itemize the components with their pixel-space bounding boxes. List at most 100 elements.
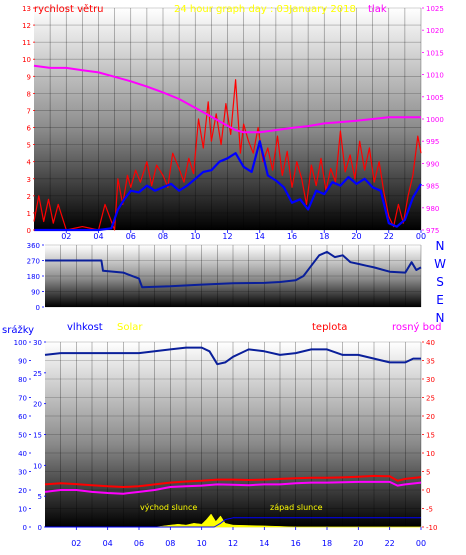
y-tick-left: 6 — [27, 125, 32, 133]
chart-title: 24 hour graph day : 03January 2018 — [174, 4, 356, 15]
y-tick-right: 985 — [426, 183, 439, 191]
x-tick-label: 12 — [222, 232, 232, 241]
y-tick-left: 30 — [18, 469, 27, 477]
y-tick-left: 50 — [18, 432, 27, 440]
y-tick-right: 15 — [426, 432, 435, 440]
y-tick-left: 270 — [27, 258, 40, 266]
compass-label: N — [436, 311, 445, 325]
y-tick-right: 10 — [426, 450, 435, 458]
x-tick-label: 22 — [384, 232, 394, 241]
sunset-annotation: západ slunce — [270, 503, 323, 512]
panel-background — [45, 245, 421, 307]
y-tick-right: -10 — [426, 524, 437, 532]
grid — [45, 244, 422, 308]
x-tick-label: 18 — [322, 539, 332, 548]
y-tick-right: 20 — [426, 413, 435, 421]
y-tick-right: 1020 — [426, 27, 444, 35]
compass-label: N — [436, 239, 445, 253]
right-axis-ticks: -10 -5 0 5 10 15 20 25 30 35 40 — [422, 339, 437, 532]
y-tick-right: 30 — [426, 376, 435, 384]
y-tick-left: 0 — [23, 524, 27, 532]
y-tick-right: -5 — [426, 506, 433, 514]
grid — [45, 341, 422, 528]
y-tick-left: 90 — [31, 289, 40, 297]
y-tick-left: 2 — [27, 193, 31, 201]
mid-axis-ticks: 0 5 10 15 20 25 30 — [33, 339, 46, 532]
rain-axis-label: srážky — [2, 324, 34, 336]
y-tick-right: 995 — [426, 138, 439, 146]
y-tick-left: 90 — [18, 358, 27, 366]
series-layer — [33, 64, 422, 232]
left-axis-ticks: 0 10 20 30 40 50 60 70 80 90 100 — [14, 339, 31, 532]
humidity-axis-label: vlhkost — [67, 322, 103, 333]
series-layer — [44, 346, 422, 528]
y-tick-left: 8 — [27, 90, 31, 98]
y-tick-right: 5 — [426, 469, 430, 477]
y-tick-mid: 20 — [33, 401, 42, 409]
right-axis-label: tlak — [368, 4, 387, 15]
y-tick-left: 1 — [27, 210, 31, 218]
x-tick-label: 20 — [353, 539, 363, 548]
series-rain — [45, 517, 421, 528]
x-tick-label: 02 — [61, 232, 71, 241]
y-tick-right: 1025 — [426, 5, 444, 13]
x-tick-label: 12 — [228, 539, 238, 548]
y-tick-left: 7 — [27, 108, 31, 116]
panel-background — [45, 342, 421, 527]
y-tick-right: 1010 — [426, 72, 444, 80]
y-tick-left: 0 — [27, 227, 31, 235]
panel-background — [34, 8, 421, 230]
x-axis-ticks: 02 04 06 08 10 12 14 16 18 20 22 00 — [61, 230, 426, 241]
series-solar — [45, 513, 421, 528]
x-axis-ticks: 02 04 06 08 10 12 14 16 18 20 22 00 — [71, 527, 426, 548]
y-tick-right: 40 — [426, 339, 435, 347]
sunrise-annotation: východ slunce — [140, 503, 197, 512]
x-tick-label: 06 — [134, 539, 144, 548]
left-axis-label: rychlost větru — [34, 3, 104, 15]
y-tick-right: 980 — [426, 205, 439, 213]
right-axis-ticks: 975 980 985 990 995 1000 1005 1010 1015 1020 1025 — [422, 5, 444, 235]
series-average — [34, 140, 422, 232]
y-tick-left: 180 — [27, 273, 40, 281]
y-tick-mid: 5 — [38, 493, 42, 501]
x-tick-label: 00 — [416, 539, 426, 548]
y-tick-mid: 15 — [33, 432, 42, 440]
x-tick-label: 14 — [259, 539, 269, 548]
x-tick-label: 16 — [291, 539, 301, 548]
x-tick-label: 08 — [158, 232, 168, 241]
x-tick-label: 02 — [71, 539, 81, 548]
y-tick-left: 40 — [18, 450, 27, 458]
y-tick-left: 60 — [18, 413, 27, 421]
y-tick-left: 13 — [22, 5, 31, 13]
y-tick-left: 0 — [36, 304, 40, 312]
y-tick-left: 4 — [27, 159, 32, 167]
series-pressure — [33, 64, 421, 134]
y-tick-left: 3 — [27, 176, 31, 184]
y-tick-mid: 30 — [33, 339, 42, 347]
y-tick-left: 360 — [27, 242, 40, 250]
series-layer — [45, 250, 422, 289]
compass-label: W — [434, 257, 446, 271]
y-tick-right: 1000 — [426, 116, 444, 124]
series-temperature — [44, 474, 422, 488]
y-tick-right: 1005 — [426, 94, 444, 102]
y-tick-left: 100 — [14, 339, 27, 347]
y-tick-left: 11 — [22, 39, 31, 47]
x-tick-label: 20 — [351, 232, 361, 241]
x-tick-label: 08 — [165, 539, 175, 548]
y-tick-left: 20 — [18, 487, 27, 495]
x-tick-label: 18 — [319, 232, 329, 241]
y-tick-right: 35 — [426, 358, 435, 366]
x-tick-label: 06 — [126, 232, 136, 241]
temperature-axis-label: teplota — [312, 322, 347, 333]
compass-label: S — [436, 275, 444, 289]
x-tick-label: 04 — [93, 232, 103, 241]
x-tick-label: 22 — [385, 539, 395, 548]
y-tick-mid: 25 — [33, 370, 42, 378]
series-humidity — [44, 346, 421, 366]
